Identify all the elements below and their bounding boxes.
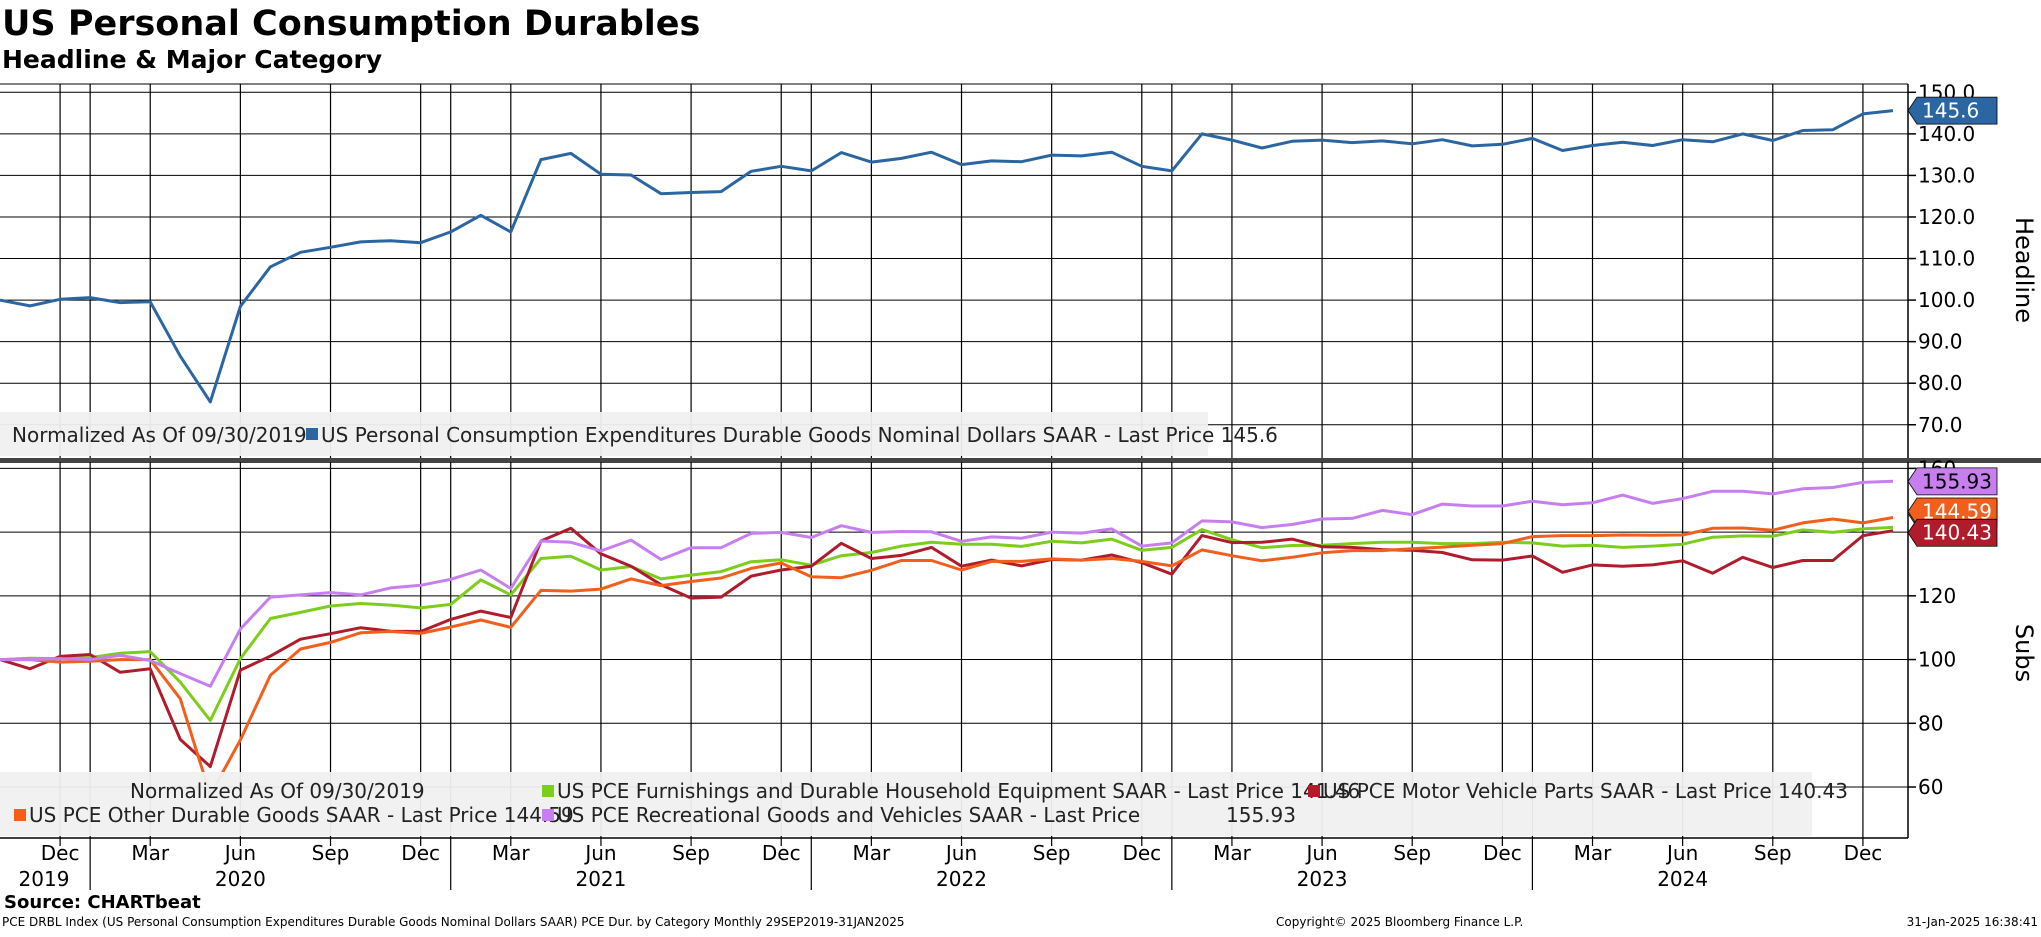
subs-legend-entry-2: US PCE Other Durable Goods SAAR - Last P… xyxy=(29,803,574,827)
x-month-label: Mar xyxy=(1574,841,1613,865)
headline-legend-box xyxy=(0,412,1208,456)
headline-badge-shape xyxy=(1907,96,1998,125)
x-month-label: Jun xyxy=(1665,841,1698,865)
x-month-label: Dec xyxy=(1844,841,1883,865)
subs-axis-title: Subs xyxy=(2010,624,2038,682)
headline-ytick-label: 80.0 xyxy=(1918,371,1963,395)
subs-badge-label: 155.93 xyxy=(1922,469,1992,493)
x-month-label: Mar xyxy=(1213,841,1252,865)
x-year-label: 2022 xyxy=(936,867,987,891)
x-month-label: Jun xyxy=(944,841,977,865)
subs-legend-entry-1: US PCE Motor Vehicle Parts SAAR - Last P… xyxy=(1323,779,1848,803)
headline-y-axis: 70.080.090.0100.0110.0120.0130.0140.0150… xyxy=(1907,80,1998,458)
query-text: PCE DRBL Index (US Personal Consumption … xyxy=(2,915,905,929)
headline-series-line-0 xyxy=(0,109,1894,404)
subs-badge-label: 140.43 xyxy=(1922,521,1992,545)
subs-legend-swatch-0 xyxy=(542,785,554,797)
x-month-label: Jun xyxy=(583,841,616,865)
x-month-label: Dec xyxy=(1483,841,1522,865)
x-month-label: Sep xyxy=(1033,841,1071,865)
headline-axis-title: Headline xyxy=(2010,217,2038,323)
x-month-label: Dec xyxy=(762,841,801,865)
headline-legend-prefix: Normalized As Of 09/30/2019 xyxy=(12,423,307,447)
x-year-label: 2019 xyxy=(19,867,70,891)
headline-last-value-badge-0: 145.6 xyxy=(1907,96,1998,125)
headline-legend-swatch xyxy=(306,428,318,440)
headline-ytick-label: 130.0 xyxy=(1918,163,1975,187)
x-year-label: 2024 xyxy=(1657,867,1708,891)
headline-ytick-label: 90.0 xyxy=(1918,330,1963,354)
subs-last-value-badge-1: 140.43 xyxy=(1907,518,1998,547)
x-month-label: Mar xyxy=(492,841,531,865)
subs-series-line-1 xyxy=(0,526,1894,769)
source-label: Source: CHARTbeat xyxy=(4,892,201,913)
subs-legend-entry-0: US PCE Furnishings and Durable Household… xyxy=(557,779,1360,803)
chart-title: US Personal Consumption Durables xyxy=(2,4,700,44)
subs-series xyxy=(0,479,1894,797)
subs-series-line-3 xyxy=(0,479,1894,688)
subs-legend-entry-3: US PCE Recreational Goods and Vehicles S… xyxy=(557,803,1140,827)
x-month-label: Mar xyxy=(853,841,892,865)
subs-ytick-label: 80 xyxy=(1918,711,1943,735)
x-month-label: Sep xyxy=(1393,841,1431,865)
subs-last-value-badge-3: 155.93 xyxy=(1907,467,1998,496)
x-month-label: Dec xyxy=(1122,841,1161,865)
headline-ytick-label: 120.0 xyxy=(1918,205,1975,229)
x-month-label: Dec xyxy=(41,841,80,865)
subs-legend-box xyxy=(0,772,1812,836)
subs-series-line-2 xyxy=(0,516,1894,797)
subs-series-line-0 xyxy=(0,525,1894,722)
headline-gridlines xyxy=(0,83,2041,463)
x-month-label: Sep xyxy=(312,841,350,865)
panel-divider xyxy=(0,458,2041,463)
x-month-label: Jun xyxy=(1304,841,1337,865)
x-year-label: 2020 xyxy=(215,867,266,891)
headline-badge-label: 145.6 xyxy=(1922,99,1979,123)
x-axis: Dec Mar Jun Sep Dec Mar Jun Sep Dec Mar Jun Sep Dec M… xyxy=(0,837,1908,891)
subs-legend-entry-3-value: 155.93 xyxy=(1226,803,1296,827)
subs-ytick-label: 120 xyxy=(1918,584,1956,608)
headline-ytick-label: 140.0 xyxy=(1918,122,1975,146)
headline-ytick-label: 100.0 xyxy=(1918,288,1975,312)
copyright-text: Copyright© 2025 Bloomberg Finance L.P. xyxy=(1276,915,1523,929)
headline-ytick-label: 70.0 xyxy=(1918,413,1963,437)
subs-legend-swatch-1 xyxy=(1308,785,1320,797)
x-month-label: Dec xyxy=(401,841,440,865)
subs-badge-shape xyxy=(1907,518,1998,547)
headline-legend: Normalized As Of 09/30/2019 US Personal C… xyxy=(0,412,1278,456)
subs-badge-shape xyxy=(1907,467,1998,496)
subs-legend-prefix: Normalized As Of 09/30/2019 xyxy=(130,779,425,803)
x-year-label: 2023 xyxy=(1297,867,1348,891)
x-month-label: Jun xyxy=(223,841,256,865)
subs-legend-swatch-2 xyxy=(14,809,26,821)
subs-ytick-label: 100 xyxy=(1918,648,1956,672)
timestamp-text: 31-Jan-2025 16:38:41 xyxy=(1907,915,2038,929)
subs-legend-swatch-3 xyxy=(542,809,554,821)
x-month-label: Sep xyxy=(672,841,710,865)
headline-legend-entry: US Personal Consumption Expenditures Dur… xyxy=(321,423,1278,447)
subs-ytick-label: 60 xyxy=(1918,775,1943,799)
x-month-label: Mar xyxy=(131,841,170,865)
headline-series xyxy=(0,109,1894,404)
subs-legend: Normalized As Of 09/30/2019 US PCE Furnis… xyxy=(0,772,1848,836)
headline-ytick-label: 110.0 xyxy=(1918,247,1975,271)
chart-subtitle: Headline & Major Category xyxy=(2,45,382,74)
x-month-label: Sep xyxy=(1754,841,1792,865)
x-year-label: 2021 xyxy=(575,867,626,891)
